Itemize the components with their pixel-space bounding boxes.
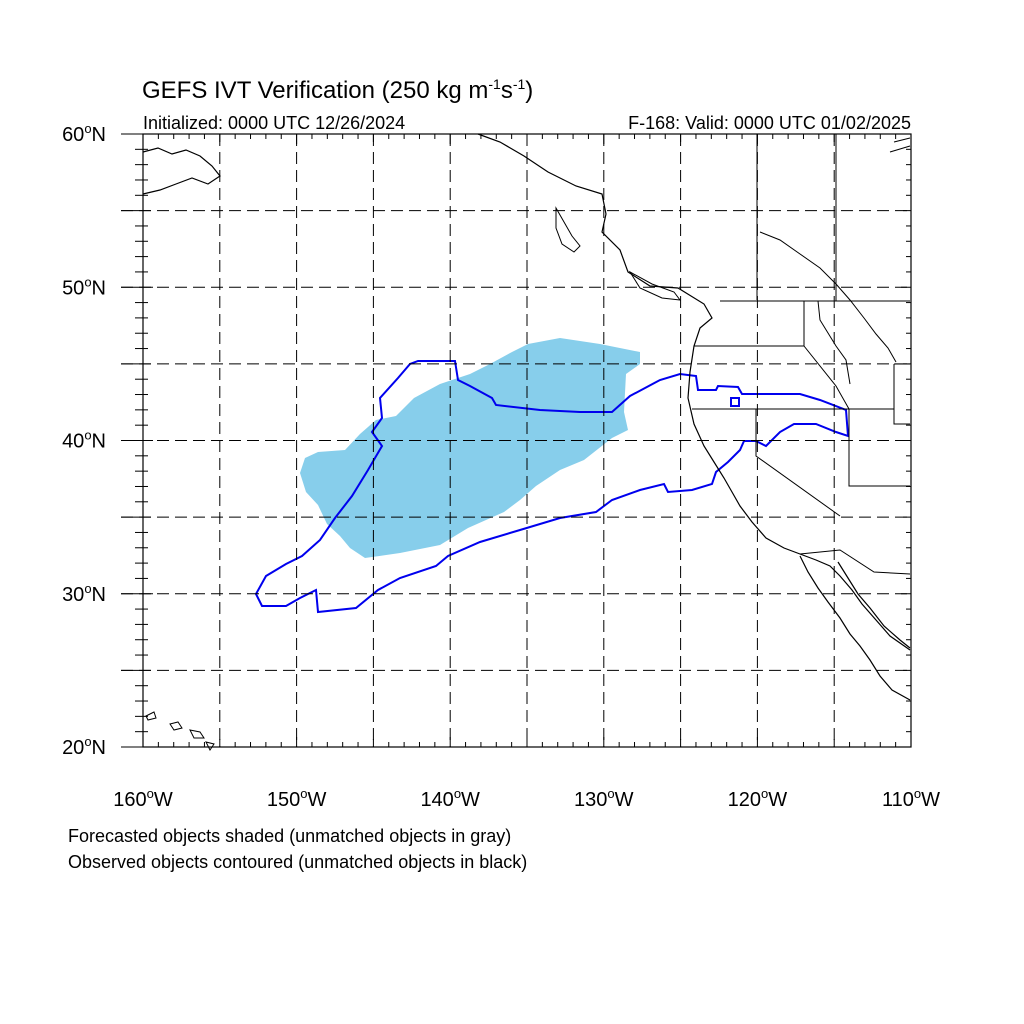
lon-tick-label: 130oW bbox=[574, 786, 634, 811]
lat-tick-label: 60oN bbox=[62, 121, 106, 146]
lat-tick-label: 20oN bbox=[62, 734, 106, 759]
axis-labels: 160oW 150oW 140oW 130oW 120oW 110oW 20oN 30oN 40… bbox=[62, 121, 940, 811]
valid-time: F-168: Valid: 0000 UTC 01/02/2025 bbox=[628, 113, 911, 133]
lat-tick-label: 40oN bbox=[62, 428, 106, 453]
coastline-canada-east bbox=[759, 231, 897, 363]
state-borders bbox=[692, 134, 911, 575]
lon-tick-label: 110oW bbox=[882, 786, 940, 811]
coastline-gulf bbox=[837, 561, 911, 649]
coastline-bc-islands bbox=[555, 206, 682, 301]
map-title: GEFS IVT Verification (250 kg m-1s-1) bbox=[142, 76, 533, 104]
coastline-alaska bbox=[142, 147, 221, 195]
coastline-hawaii bbox=[145, 711, 215, 751]
lon-tick-label: 140oW bbox=[420, 786, 480, 811]
coastline bbox=[477, 133, 911, 651]
observed-object-main bbox=[254, 360, 850, 614]
legend-note-observed: Observed objects contoured (unmatched ob… bbox=[68, 852, 528, 872]
legend-note-forecast: Forecasted objects shaded (unmatched obj… bbox=[68, 826, 512, 846]
observed-object-small bbox=[730, 397, 740, 407]
graticule bbox=[121, 134, 911, 747]
lon-tick-label: 150oW bbox=[267, 786, 327, 811]
coastline-hudson bbox=[889, 137, 911, 153]
coastline-baja bbox=[799, 555, 911, 701]
lon-tick-label: 160oW bbox=[113, 786, 173, 811]
init-time: Initialized: 0000 UTC 12/26/2024 bbox=[143, 113, 405, 133]
lat-tick-label: 50oN bbox=[62, 274, 106, 299]
lat-tick-label: 30oN bbox=[62, 581, 106, 606]
lon-tick-label: 120oW bbox=[728, 786, 788, 811]
axis-ticks bbox=[121, 133, 912, 748]
forecast-object bbox=[300, 338, 640, 558]
